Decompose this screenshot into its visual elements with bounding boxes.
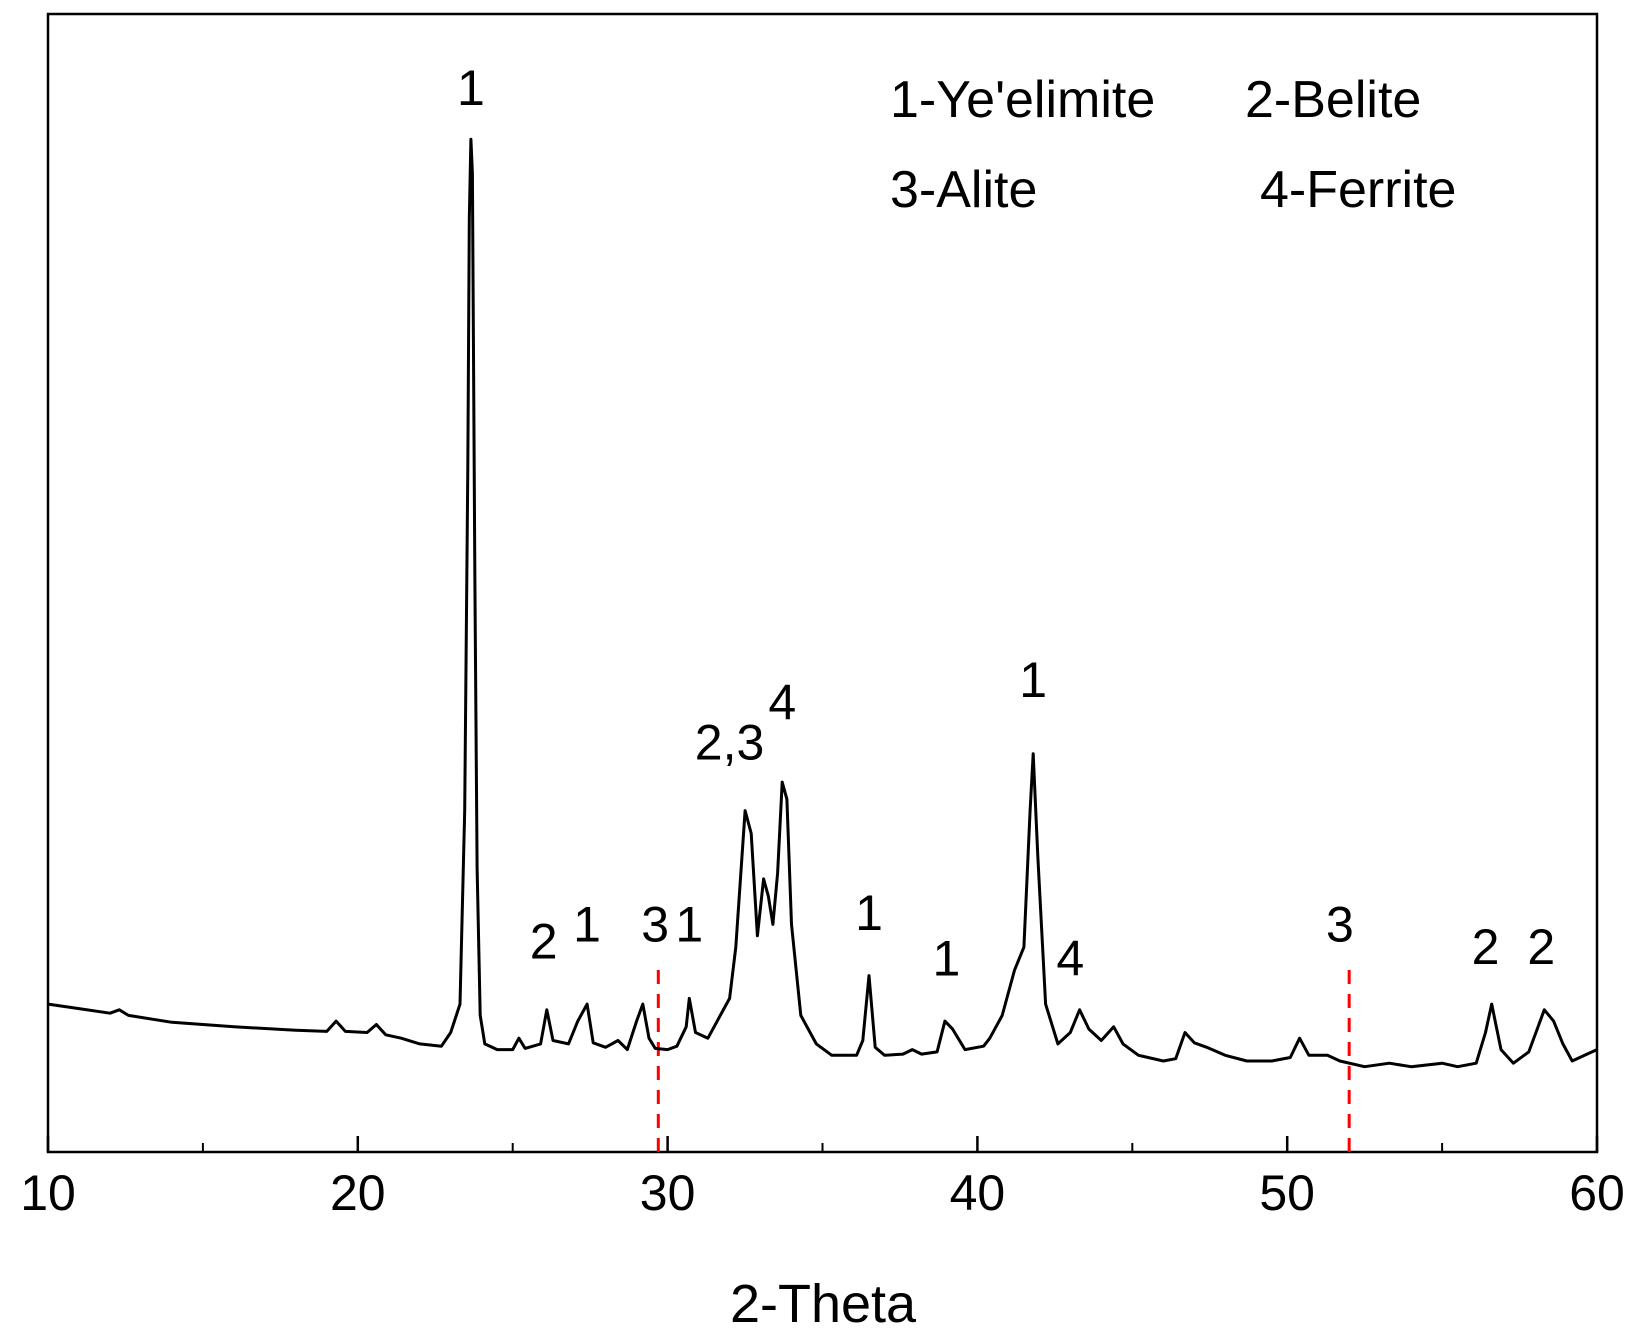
peak-label: 1 [573, 896, 601, 952]
x-tick-label: 40 [950, 1165, 1006, 1221]
x-tick-label: 60 [1569, 1165, 1625, 1221]
peak-label: 3 [1326, 896, 1354, 952]
peak-label: 2 [1527, 919, 1555, 975]
legend-belite: 2-Belite [1245, 71, 1421, 129]
legend-alite: 3-Alite [890, 161, 1037, 219]
legend-ferrite: 4-Ferrite [1260, 161, 1456, 219]
x-axis-title: 2-Theta [730, 1274, 917, 1334]
peak-label: 2,3 [695, 714, 765, 770]
xrd-pattern-line [47, 137, 1598, 1069]
peak-label: 1 [675, 896, 703, 952]
legend-ye-elimite: 1-Ye'elimite [890, 71, 1155, 129]
peak-label: 2 [1472, 919, 1500, 975]
peak-label: 3 [641, 896, 669, 952]
peak-label: 4 [1056, 931, 1084, 987]
x-tick-label: 50 [1259, 1165, 1315, 1221]
x-tick-label: 20 [330, 1165, 386, 1221]
peak-label: 1 [457, 60, 485, 116]
peak-label: 1 [855, 885, 883, 941]
x-tick-label: 30 [640, 1165, 696, 1221]
peak-label: 1 [1019, 652, 1047, 708]
x-tick-label: 10 [20, 1165, 76, 1221]
peak-label: 4 [768, 675, 796, 731]
peak-label: 2 [530, 914, 558, 970]
peak-label: 1 [933, 931, 961, 987]
